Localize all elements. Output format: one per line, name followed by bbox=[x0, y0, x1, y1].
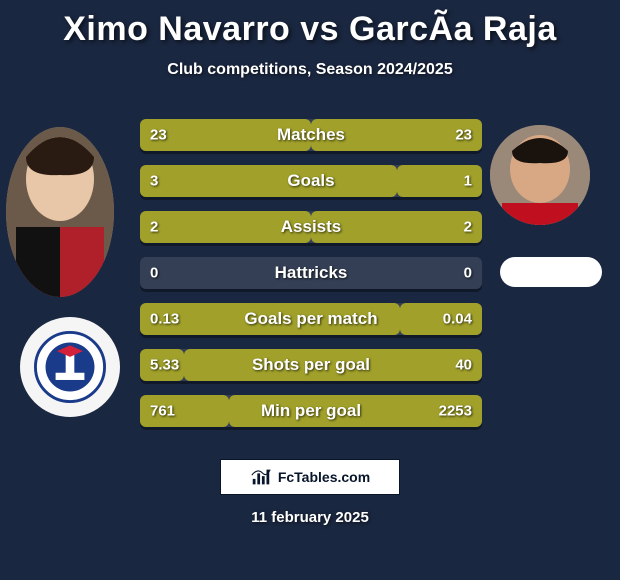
stat-value-left: 0.13 bbox=[150, 311, 179, 328]
stat-value-right: 0 bbox=[464, 265, 472, 282]
stat-row: 761 2253 Min per goal bbox=[140, 395, 482, 427]
stat-label: Matches bbox=[277, 125, 345, 145]
stat-value-left: 2 bbox=[150, 219, 158, 236]
stat-label: Min per goal bbox=[261, 401, 361, 421]
stat-value-left: 761 bbox=[150, 403, 175, 420]
stat-row: 5.33 40 Shots per goal bbox=[140, 349, 482, 381]
chart-icon bbox=[250, 466, 272, 488]
stat-value-left: 23 bbox=[150, 127, 167, 144]
stat-value-right: 0.04 bbox=[443, 311, 472, 328]
stat-label: Shots per goal bbox=[252, 355, 370, 375]
stat-value-left: 0 bbox=[150, 265, 158, 282]
page-title: Ximo Navarro vs GarcÃ­a Raja bbox=[0, 0, 620, 49]
stat-value-left: 3 bbox=[150, 173, 158, 190]
stat-row: 23 23 Matches bbox=[140, 119, 482, 151]
stat-row: 0.13 0.04 Goals per match bbox=[140, 303, 482, 335]
stat-value-right: 2 bbox=[464, 219, 472, 236]
brand-text: FcTables.com bbox=[278, 469, 370, 485]
stat-value-right: 2253 bbox=[439, 403, 472, 420]
stat-value-right: 40 bbox=[455, 357, 472, 374]
stat-label: Goals bbox=[287, 171, 334, 191]
brand-badge: FcTables.com bbox=[220, 459, 400, 495]
player-left-avatar bbox=[6, 127, 114, 297]
club-left-badge bbox=[20, 317, 120, 417]
stat-label: Assists bbox=[281, 217, 341, 237]
player-left-avatar-image bbox=[6, 127, 114, 297]
stat-label: Goals per match bbox=[244, 309, 377, 329]
player-right-avatar bbox=[490, 125, 590, 225]
bar-fill-left bbox=[140, 165, 397, 197]
stat-row: 2 2 Assists bbox=[140, 211, 482, 243]
player-right-avatar-image bbox=[490, 125, 590, 225]
stat-row: 0 0 Hattricks bbox=[140, 257, 482, 289]
stat-row: 3 1 Goals bbox=[140, 165, 482, 197]
stat-label: Hattricks bbox=[275, 263, 348, 283]
stat-value-right: 1 bbox=[464, 173, 472, 190]
stat-value-right: 23 bbox=[455, 127, 472, 144]
comparison-panel: 23 23 Matches 3 1 Goals 2 2 Assists 0 0 Hattricks 0.… bbox=[0, 107, 620, 437]
subtitle: Club competitions, Season 2024/2025 bbox=[0, 61, 620, 79]
stat-value-left: 5.33 bbox=[150, 357, 179, 374]
club-right-badge bbox=[500, 257, 602, 287]
stats-bars: 23 23 Matches 3 1 Goals 2 2 Assists 0 0 Hattricks 0.… bbox=[140, 119, 482, 427]
club-crest-icon bbox=[34, 331, 106, 403]
date-text: 11 february 2025 bbox=[0, 509, 620, 526]
